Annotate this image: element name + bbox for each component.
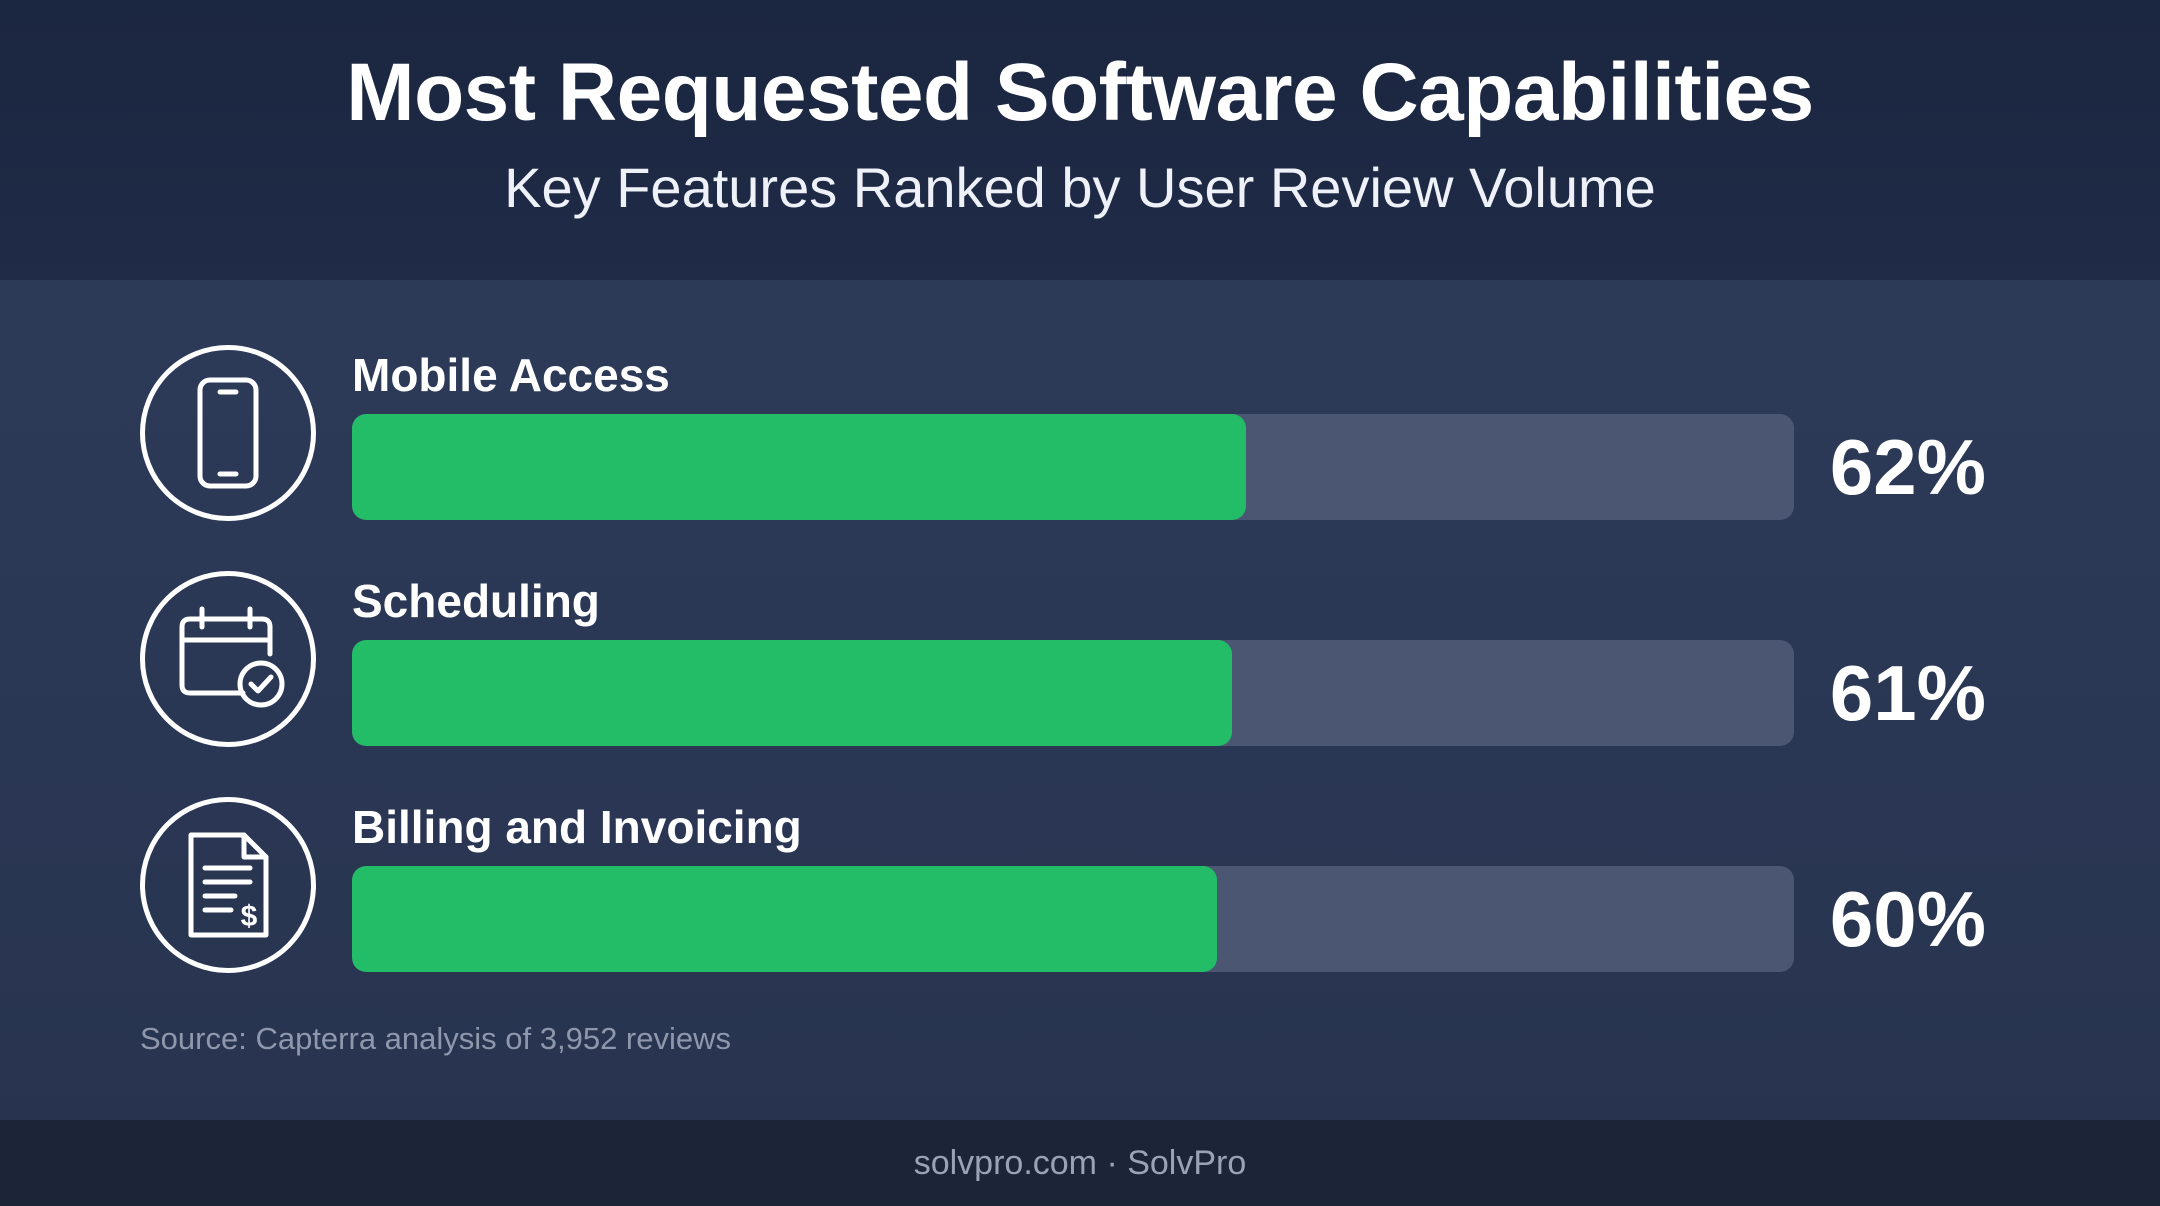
bar-track-billing-and-invoicing <box>352 866 1794 972</box>
header-band <box>0 0 2160 280</box>
bar-label-billing-and-invoicing: Billing and Invoicing <box>352 801 802 853</box>
bar-mobile-access <box>352 414 1246 520</box>
chart-title: Most Requested Software Capabilities <box>346 47 1814 138</box>
invoice-dollar-icon: $ <box>140 797 316 973</box>
bar-track-mobile-access <box>352 414 1794 520</box>
bar-label-mobile-access: Mobile Access <box>352 349 670 401</box>
chart-subtitle: Key Features Ranked by User Review Volum… <box>504 156 1656 219</box>
calendar-check-icon <box>140 571 316 747</box>
bar-track-scheduling <box>352 640 1794 746</box>
bar-billing-and-invoicing <box>352 866 1218 972</box>
footer-text: solvpro.com · SolvPro <box>913 1144 1247 1182</box>
value-label-mobile-access: 62% <box>1829 423 1986 511</box>
value-label-scheduling: 61% <box>1829 649 1986 737</box>
bar-scheduling <box>352 640 1232 746</box>
svg-text:$: $ <box>241 900 258 933</box>
footer-band <box>0 1120 2160 1206</box>
source-note: Source: Capterra analysis of 3,952 revie… <box>140 1021 732 1056</box>
bar-label-scheduling: Scheduling <box>352 575 600 627</box>
value-label-billing-and-invoicing: 60% <box>1829 875 1986 963</box>
smartphone-icon <box>140 345 316 521</box>
